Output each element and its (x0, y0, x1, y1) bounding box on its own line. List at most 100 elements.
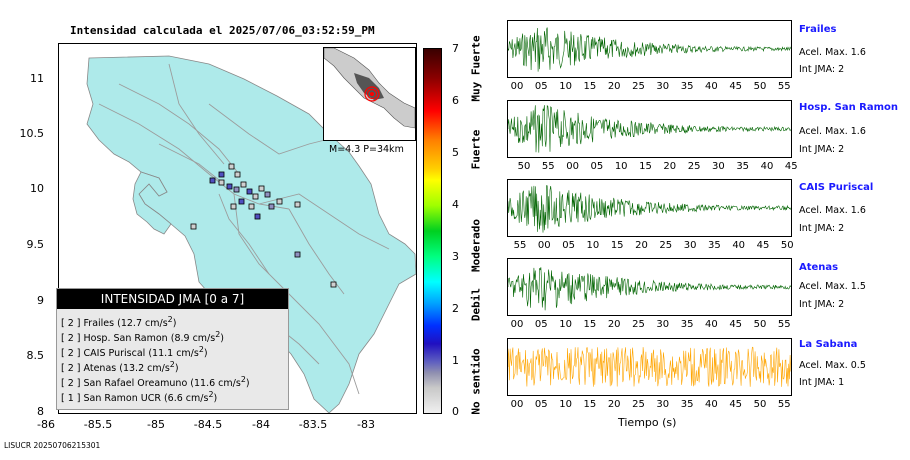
colorbar-tick: 1 (452, 354, 459, 367)
waveform-trace (508, 185, 791, 233)
lat-tick-label: 9 (37, 294, 44, 307)
legend-value: (11.6 cm/s (190, 378, 241, 390)
time-tick-label: 35 (736, 161, 750, 172)
lon-tick-label: -85.5 (83, 418, 113, 431)
lon-tick-label: -84 (252, 418, 270, 431)
station-accel: Acel. Max. 1.6 (799, 47, 866, 58)
map-canvas (86, 55, 416, 413)
time-tick-label: 15 (583, 81, 597, 92)
time-tick-label: 30 (712, 161, 725, 172)
colorbar-tick: 7 (452, 42, 459, 55)
waveform-panel[interactable] (507, 338, 792, 396)
colorbar-tick: 3 (452, 250, 459, 263)
time-tick-label: 35 (680, 399, 694, 410)
time-tick-label: 00 (537, 240, 551, 251)
waveform-panel[interactable] (507, 20, 792, 78)
waveform-line (508, 27, 791, 72)
station-name: CAIS Puriscal (799, 182, 874, 193)
legend-title: INTENSIDAD JMA [0 a 7] (57, 289, 288, 309)
legend-item: [ 2 ] CAIS Puriscal (11.1 cm/s2) (61, 345, 208, 359)
waveform-panel[interactable] (507, 258, 792, 316)
legend-item: [ 1 ] San Ramon UCR (6.6 cm/s2) (61, 390, 217, 404)
legend-close: ) (172, 318, 177, 330)
time-tick-label: 55 (777, 319, 791, 330)
time-tick-label: 30 (656, 319, 670, 330)
inset-canvas (323, 47, 416, 129)
lat-tick-label: 11 (30, 72, 44, 85)
station-accel: Acel. Max. 0.5 (799, 360, 866, 371)
colorbar-tick: 2 (452, 302, 459, 315)
legend-station: Frailes (83, 318, 115, 330)
intensity-colorbar (423, 48, 442, 414)
time-tick-label: 00 (510, 399, 524, 410)
location-inset-map (323, 47, 416, 141)
legend-item: [ 2 ] Atenas (13.2 cm/s2) (61, 360, 179, 374)
time-tick-label: 50 (753, 399, 767, 410)
colorbar-tick: 0 (452, 405, 459, 418)
legend-value: (6.6 cm/s (163, 393, 209, 405)
station-name: Hosp. San Ramon (799, 102, 899, 113)
time-tick-label: 50 (753, 319, 767, 330)
legend-sup: 2 (215, 330, 221, 339)
waveform-trace (508, 267, 791, 311)
lon-tick-label: -86 (37, 418, 55, 431)
colorbar-tick: 6 (452, 94, 459, 107)
time-tick-label: 00 (566, 161, 579, 172)
time-tick-label: 05 (534, 399, 548, 410)
legend-item: [ 2 ] San Rafael Oreamuno (11.6 cm/s2) (61, 375, 250, 389)
time-tick-label: 35 (680, 81, 694, 92)
colorbar-category: Moderado (469, 219, 483, 272)
waveform-line (508, 185, 791, 233)
legend-value: (12.7 cm/s (117, 318, 168, 330)
epicenter-ring-inner (366, 88, 378, 100)
legend-station: Hosp. San Ramon (83, 333, 168, 345)
legend-station: San Rafael Oreamuno (83, 378, 188, 390)
legend-value: (8.9 cm/s (170, 333, 216, 345)
legend-level: [ 2 ] (61, 363, 81, 375)
legend-item: [ 2 ] Hosp. San Ramon (8.9 cm/s2) (61, 330, 224, 344)
intensity-legend: INTENSIDAD JMA [0 a 7] [ 2 ] Frailes (12… (56, 288, 289, 410)
time-tick-label: 15 (583, 399, 597, 410)
station-name: Frailes (799, 24, 837, 35)
lat-tick-label: 10 (30, 182, 44, 195)
time-tick-label: 05 (534, 81, 548, 92)
station-jma: Int JMA: 1 (799, 377, 845, 388)
legend-station: Atenas (83, 363, 117, 375)
time-tick-label: 55 (777, 399, 791, 410)
station-jma: Int JMA: 2 (799, 64, 845, 75)
time-tick-label: 10 (586, 240, 600, 251)
time-tick-label: 15 (610, 240, 624, 251)
lon-tick-label: -84.5 (193, 418, 223, 431)
time-tick-label: 20 (663, 161, 677, 172)
time-tick-label: 50 (517, 161, 531, 172)
time-axis-label: Tiempo (s) (618, 416, 677, 429)
legend-sup: 2 (198, 345, 204, 354)
time-tick-label: 10 (559, 399, 572, 410)
time-tick-label: 15 (583, 319, 597, 330)
waveform-trace (508, 27, 791, 72)
waveform-panel[interactable] (507, 100, 792, 158)
time-tick-label: 25 (687, 161, 701, 172)
waveform-panel[interactable] (507, 179, 792, 237)
waveform-trace (508, 104, 791, 153)
lon-tick-label: -83.5 (298, 418, 328, 431)
time-tick-label: 25 (632, 81, 645, 92)
epicenter-ring-outer (364, 86, 380, 102)
time-tick-label: 45 (756, 240, 770, 251)
time-tick-label: 45 (729, 81, 743, 92)
station-jma: Int JMA: 2 (799, 144, 845, 155)
station-markers (190, 163, 337, 288)
legend-station: San Ramon UCR (83, 393, 161, 405)
time-tick-label: 10 (614, 161, 628, 172)
waveform-line (508, 346, 791, 387)
time-tick-label: 00 (510, 81, 524, 92)
colorbar-category: No sentido (469, 348, 483, 415)
map-title: Intensidad calculada el 2025/07/06_03:52… (70, 24, 375, 37)
colorbar-category: Fuerte (469, 129, 483, 170)
time-tick-label: 50 (753, 81, 767, 92)
time-tick-label: 40 (760, 161, 774, 172)
colorbar-tick: 4 (452, 198, 459, 211)
time-tick-label: 35 (708, 240, 721, 251)
time-tick-label: 45 (784, 161, 798, 172)
station-name: Atenas (799, 262, 839, 273)
